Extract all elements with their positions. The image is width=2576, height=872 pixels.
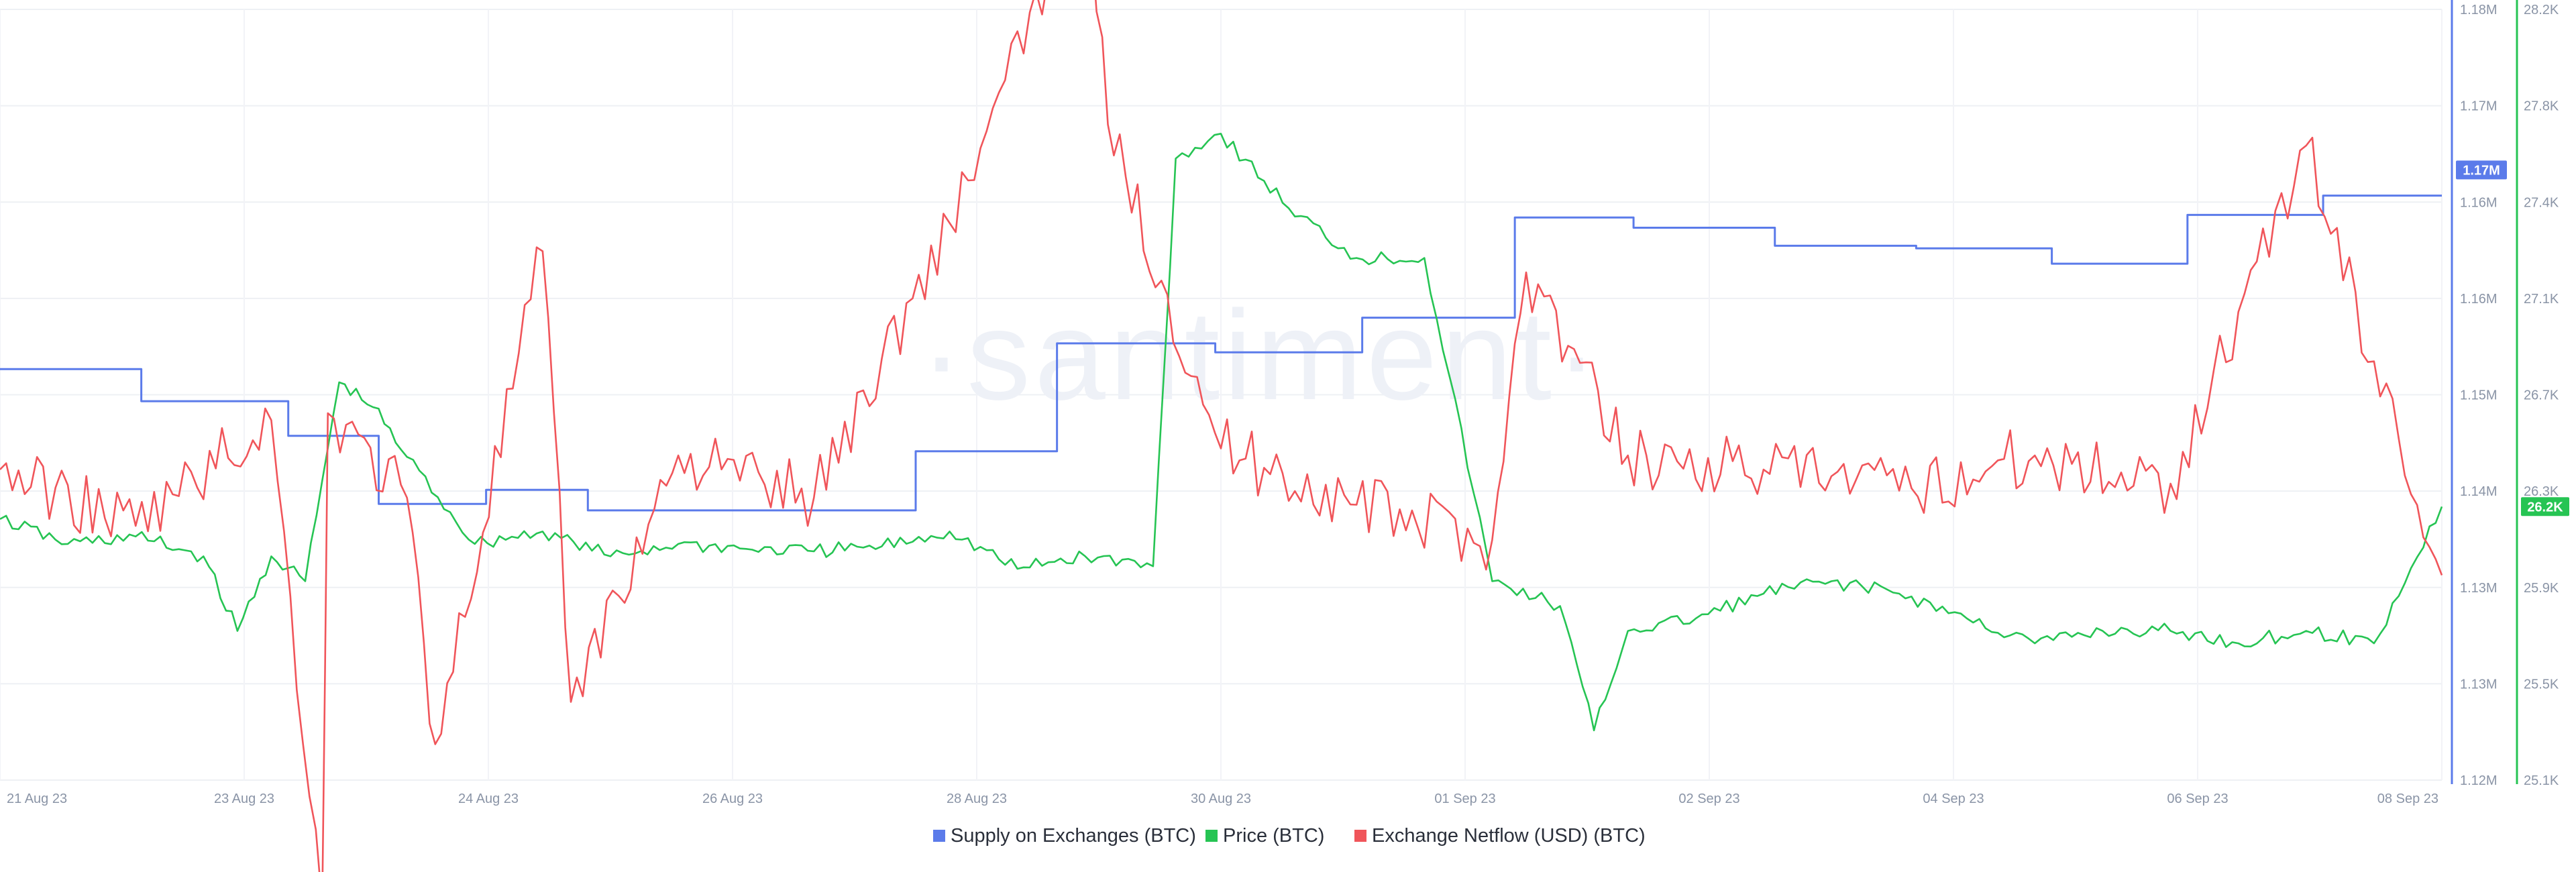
x-tick-label: 01 Sep 23 bbox=[1434, 792, 1495, 806]
supply-tick-label: 1.12M bbox=[2460, 773, 2498, 788]
supply-tick-label: 1.13M bbox=[2460, 677, 2498, 692]
price-tick-label: 27.1K bbox=[2524, 292, 2559, 307]
price-tick-label: 26.7K bbox=[2524, 388, 2559, 403]
axes: 1.18M 1.17M 1.16M 1.16M 1.15M 1.14M 1.13M 1.13M… bbox=[2451, 0, 2559, 788]
supply-tick-label: 1.13M bbox=[2460, 581, 2498, 596]
price-current-badge bbox=[2521, 497, 2569, 516]
price-tick-label: 25.5K bbox=[2524, 677, 2559, 692]
legend-label: Price (BTC) bbox=[1223, 825, 1324, 847]
current-value-badges: 1.17M 26.2K bbox=[2456, 160, 2569, 516]
supply-tick-label: 1.16M bbox=[2460, 292, 2498, 307]
grid bbox=[0, 9, 2443, 781]
legend-item-2[interactable]: Exchange Netflow (USD) (BTC) bbox=[1354, 825, 1646, 847]
legend-label: Supply on Exchanges (BTC) bbox=[951, 825, 1196, 847]
series-line-2 bbox=[0, 0, 2443, 872]
price-current-label: 26.2K bbox=[2527, 500, 2563, 514]
legend[interactable]: Supply on Exchanges (BTC) Price (BTC) Exch… bbox=[933, 825, 1646, 847]
supply-tick-label: 1.17M bbox=[2460, 99, 2498, 114]
supply-tick-label: 1.14M bbox=[2460, 484, 2498, 499]
x-tick-label: 04 Sep 23 bbox=[1923, 792, 1984, 806]
x-tick-label: 23 Aug 23 bbox=[214, 792, 274, 806]
price-tick-label: 25.9K bbox=[2524, 581, 2559, 596]
series-line-0 bbox=[0, 195, 2442, 512]
x-tick-label: 24 Aug 23 bbox=[458, 792, 519, 806]
santiment-watermark: ·santiment· bbox=[920, 284, 1602, 427]
price-tick-label: 28.2K bbox=[2524, 3, 2559, 17]
series-lines bbox=[0, 0, 2443, 872]
x-tick-label: 21 Aug 23 bbox=[7, 792, 67, 806]
supply-tick-label: 1.18M bbox=[2460, 3, 2498, 17]
x-tick-label: 06 Sep 23 bbox=[2167, 792, 2228, 806]
legend-item-0[interactable]: Supply on Exchanges (BTC) bbox=[933, 825, 1196, 847]
price-tick-label: 27.8K bbox=[2524, 99, 2559, 114]
x-tick-label: 02 Sep 23 bbox=[1678, 792, 1739, 806]
price-tick-label: 27.4K bbox=[2524, 195, 2559, 210]
legend-swatch bbox=[1354, 830, 1366, 842]
supply-tick-label: 1.16M bbox=[2460, 195, 2498, 210]
x-axis-ticks: 21 Aug 23 23 Aug 23 24 Aug 23 26 Aug 23 28 A… bbox=[7, 792, 2438, 806]
x-tick-label: 30 Aug 23 bbox=[1191, 792, 1251, 806]
legend-label: Exchange Netflow (USD) (BTC) bbox=[1372, 825, 1646, 847]
price-tick-label: 25.1K bbox=[2524, 773, 2559, 788]
legend-swatch bbox=[933, 830, 945, 842]
x-tick-label: 26 Aug 23 bbox=[702, 792, 763, 806]
series-line-1 bbox=[0, 133, 2443, 732]
x-tick-label: 08 Sep 23 bbox=[2377, 792, 2438, 806]
x-tick-label: 28 Aug 23 bbox=[947, 792, 1007, 806]
supply-tick-label: 1.15M bbox=[2460, 388, 2498, 403]
price-tick-label: 26.3K bbox=[2524, 484, 2559, 499]
supply-current-badge bbox=[2456, 160, 2507, 180]
legend-swatch bbox=[1205, 830, 1218, 842]
supply-current-label: 1.17M bbox=[2463, 163, 2500, 178]
legend-item-1[interactable]: Price (BTC) bbox=[1205, 825, 1324, 847]
